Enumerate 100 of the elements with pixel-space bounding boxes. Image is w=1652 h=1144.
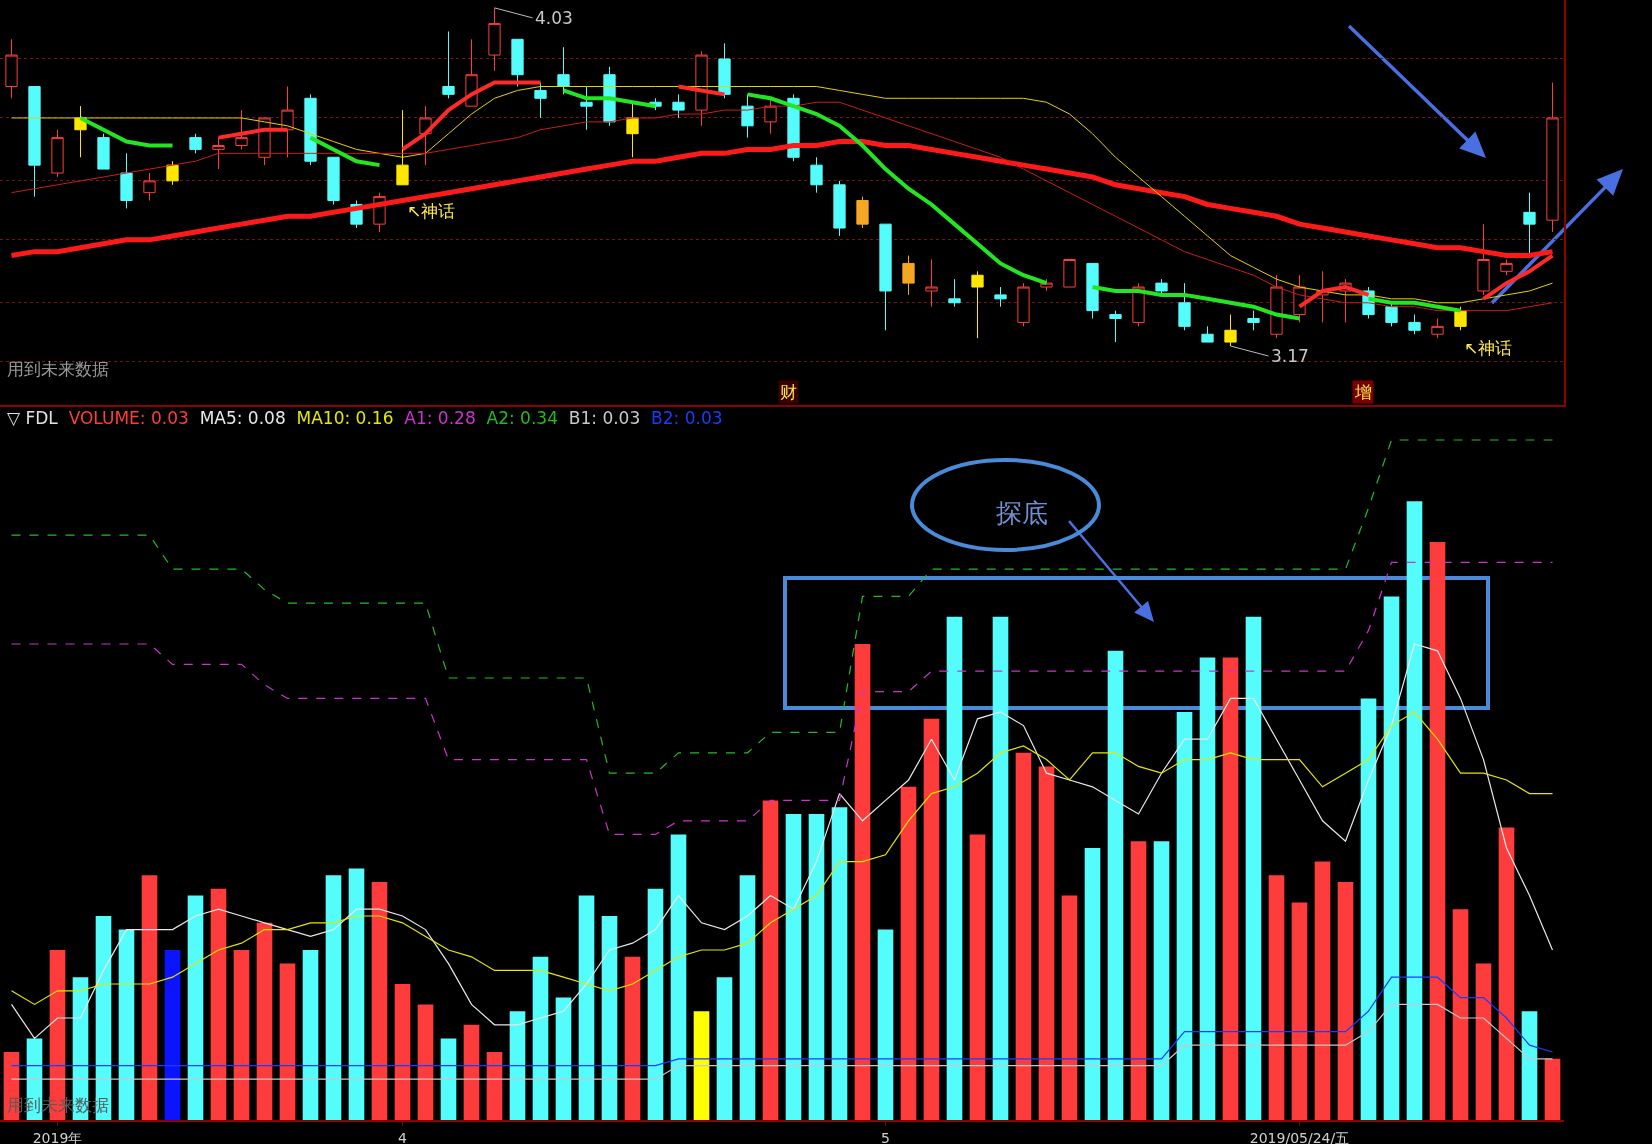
text: A1: 0.28 [404, 408, 476, 428]
bar [256, 922, 273, 1120]
x-tick-label: 4 [398, 1129, 408, 1144]
candlestick [166, 160, 179, 186]
candlestick [603, 66, 616, 127]
bar [302, 950, 319, 1120]
candlestick [1247, 310, 1260, 331]
candlestick [1546, 82, 1559, 233]
candlestick [235, 109, 248, 150]
candlestick [1063, 259, 1076, 288]
bar [118, 929, 135, 1120]
chart-title: ▽ FDL [7, 408, 59, 428]
candlestick [396, 109, 409, 186]
bar [992, 616, 1009, 1120]
text: VOLUME: 0.03 [68, 408, 189, 428]
bar [716, 977, 733, 1120]
candlestick [810, 156, 823, 194]
candlestick [971, 270, 984, 339]
bar [739, 875, 756, 1120]
candlestick [442, 30, 455, 99]
bar [601, 916, 618, 1120]
bar [325, 875, 342, 1120]
candlestick [580, 86, 593, 131]
annotation: 增 [1354, 382, 1372, 402]
candlestick [833, 180, 846, 237]
bar [1268, 875, 1285, 1120]
bar [693, 1011, 710, 1120]
candlestick [902, 255, 915, 296]
candlestick [695, 50, 708, 127]
bar [440, 1038, 457, 1120]
bar [394, 984, 411, 1120]
bar [1176, 712, 1193, 1120]
bar [647, 888, 664, 1120]
candlestick [1201, 325, 1214, 343]
bar [1452, 909, 1469, 1120]
text: MA10: 0.16 [296, 408, 394, 428]
bar [1498, 827, 1515, 1120]
bar [900, 786, 917, 1120]
candlestick [994, 286, 1007, 308]
bar [808, 814, 825, 1120]
annotation: 财 [780, 382, 797, 402]
x-tick-label: 5 [881, 1129, 890, 1144]
candlestick [925, 259, 938, 308]
bar [1360, 698, 1377, 1120]
bar [1337, 882, 1354, 1120]
candlestick [948, 278, 961, 308]
bar [785, 814, 802, 1120]
bar [279, 963, 296, 1120]
bar [486, 1052, 503, 1120]
bar [1245, 616, 1262, 1120]
bar [1544, 1058, 1561, 1120]
candlestick [511, 38, 524, 87]
annotation: ↖神话 [1464, 338, 1513, 358]
candlestick [143, 172, 156, 202]
bar [532, 956, 549, 1120]
bar [923, 718, 940, 1120]
annotation: 4.03 [535, 8, 573, 28]
bar [555, 997, 572, 1120]
bar [1061, 895, 1078, 1120]
bar [233, 950, 250, 1120]
bar [1429, 542, 1446, 1120]
candlestick [1385, 302, 1398, 327]
candlestick [856, 196, 869, 229]
bar [1291, 902, 1308, 1120]
candlestick [1086, 262, 1099, 319]
bar [210, 888, 227, 1120]
annotation: 用到未来数据 [7, 359, 109, 379]
annotation: 探底 [996, 498, 1048, 528]
bar [1107, 650, 1124, 1120]
bar [854, 644, 871, 1120]
candlestick [5, 38, 18, 99]
x-tick-label: 2019/05/24/五 [1249, 1129, 1350, 1144]
bar [164, 950, 181, 1120]
bar [1314, 861, 1331, 1120]
candlestick [1454, 306, 1467, 331]
candlestick [189, 133, 202, 154]
text: B1: 0.03 [568, 408, 641, 428]
candlestick [1500, 259, 1513, 276]
text: B2: 0.03 [651, 408, 723, 428]
bar [946, 616, 963, 1120]
candlestick [1477, 223, 1490, 296]
candlestick [1224, 314, 1237, 347]
candlestick [327, 156, 340, 205]
bar [1406, 501, 1423, 1120]
candlestick [879, 223, 892, 331]
bar [1015, 752, 1032, 1120]
bar [624, 956, 641, 1120]
candlestick [1431, 318, 1444, 339]
bar [1038, 766, 1055, 1120]
bar [509, 1011, 526, 1120]
bar [187, 895, 204, 1120]
candlestick [626, 101, 639, 158]
bar [1084, 848, 1101, 1120]
bar [578, 895, 595, 1120]
bar [1521, 1011, 1538, 1120]
candlestick [120, 152, 133, 209]
text: A2: 0.34 [486, 408, 558, 428]
bar [1153, 841, 1170, 1120]
candlestick [1408, 314, 1421, 335]
candlestick [1017, 282, 1030, 327]
